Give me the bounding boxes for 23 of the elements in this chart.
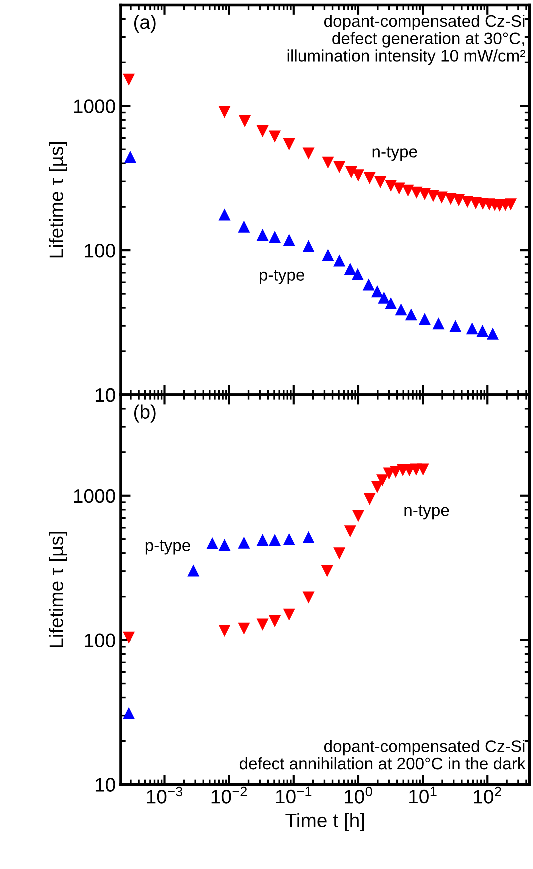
- x-tick-label: 10$^{−2}$: [212, 786, 248, 804]
- y-axis-title: Lifetime τ [µs]: [49, 142, 68, 258]
- y-tick-label: 100: [85, 634, 116, 648]
- series-label: p-type: [146, 540, 190, 555]
- y-tick-label: 10: [96, 778, 116, 792]
- annotation: (a): [134, 14, 156, 34]
- y-tick-label: 10: [96, 388, 116, 402]
- x-axis-title: Time t [h]: [286, 813, 364, 832]
- annotation: dopant-compensated Cz-Si defect generation at 30°C, illumination intensity 10 mW/cm²: [288, 14, 526, 66]
- series-label: n-type: [372, 146, 418, 162]
- x-tick-label: 10$^{−3}$: [147, 786, 183, 804]
- annotation: dopant-compensated Cz-Si defect annihilation at 200°C in the dark: [240, 740, 526, 770]
- annotation: (b): [134, 404, 156, 423]
- x-tick-label: 10$^{−1}$: [276, 786, 312, 804]
- series-label: p-type: [260, 270, 304, 284]
- y-tick-label: 1000: [74, 100, 116, 114]
- x-tick-label: 10$^{0}$: [344, 786, 372, 804]
- x-tick-label: 10$^{1}$: [410, 786, 437, 804]
- x-tick-label: 10$^{2}$: [474, 786, 502, 804]
- series-label: n-type: [404, 505, 450, 520]
- y-axis-title: Lifetime τ [µs]: [49, 532, 68, 648]
- y-tick-label: 100: [85, 244, 116, 258]
- y-tick-label: 1000: [74, 489, 116, 504]
